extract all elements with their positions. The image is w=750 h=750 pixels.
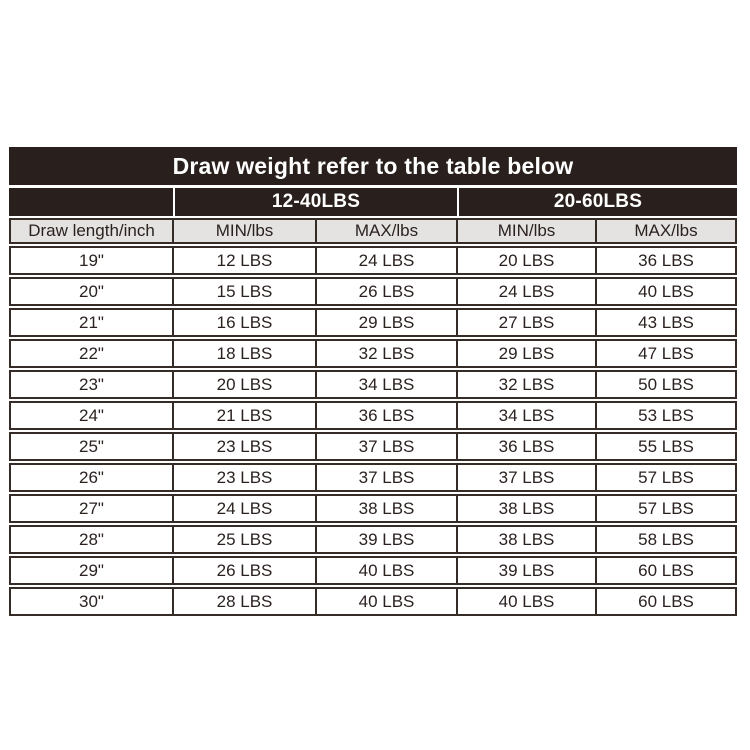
max-12-40-cell: 39 LBS [317, 525, 458, 554]
min-12-40-cell: 15 LBS [174, 277, 317, 306]
min-12-40-cell: 25 LBS [174, 525, 317, 554]
max-12-40-cell: 40 LBS [317, 556, 458, 585]
group-header-spacer [9, 188, 173, 216]
min-20-60-cell: 32 LBS [458, 370, 597, 399]
draw-length-cell: 22" [9, 339, 174, 368]
max-20-60-cell: 57 LBS [597, 463, 737, 492]
table-row: 22" 18 LBS 32 LBS 29 LBS 47 LBS [9, 339, 737, 368]
min-20-60-cell: 29 LBS [458, 339, 597, 368]
table-row: 19" 12 LBS 24 LBS 20 LBS 36 LBS [9, 246, 737, 275]
max-20-60-cell: 36 LBS [597, 246, 737, 275]
draw-length-cell: 26" [9, 463, 174, 492]
table-row: 30" 28 LBS 40 LBS 40 LBS 60 LBS [9, 587, 737, 616]
table-title: Draw weight refer to the table below [9, 147, 737, 185]
min-12-40-cell: 24 LBS [174, 494, 317, 523]
min-20-60-cell: 39 LBS [458, 556, 597, 585]
group-header-20-60lbs: 20-60LBS [459, 188, 737, 216]
min-12-40-cell: 23 LBS [174, 432, 317, 461]
group-header-12-40lbs: 12-40LBS [175, 188, 457, 216]
min-12-40-cell: 23 LBS [174, 463, 317, 492]
max-20-60-cell: 58 LBS [597, 525, 737, 554]
min-20-60-cell: 38 LBS [458, 525, 597, 554]
table-row: 26" 23 LBS 37 LBS 37 LBS 57 LBS [9, 463, 737, 492]
max-12-40-cell: 24 LBS [317, 246, 458, 275]
table-row: 27" 24 LBS 38 LBS 38 LBS 57 LBS [9, 494, 737, 523]
spec-table: Draw length/inch MIN/lbs MAX/lbs MIN/lbs MAX… [9, 216, 737, 618]
table-row: 25" 23 LBS 37 LBS 36 LBS 55 LBS [9, 432, 737, 461]
table-row: 28" 25 LBS 39 LBS 38 LBS 58 LBS [9, 525, 737, 554]
max-20-60-header: MAX/lbs [597, 218, 737, 244]
min-12-40-cell: 28 LBS [174, 587, 317, 616]
max-20-60-cell: 47 LBS [597, 339, 737, 368]
max-12-40-cell: 38 LBS [317, 494, 458, 523]
min-20-60-cell: 27 LBS [458, 308, 597, 337]
table-row: 29" 26 LBS 40 LBS 39 LBS 60 LBS [9, 556, 737, 585]
max-12-40-header: MAX/lbs [317, 218, 458, 244]
min-20-60-cell: 20 LBS [458, 246, 597, 275]
max-20-60-cell: 60 LBS [597, 556, 737, 585]
min-20-60-cell: 37 LBS [458, 463, 597, 492]
min-20-60-header: MIN/lbs [458, 218, 597, 244]
min-12-40-cell: 20 LBS [174, 370, 317, 399]
max-12-40-cell: 37 LBS [317, 432, 458, 461]
draw-length-cell: 29" [9, 556, 174, 585]
draw-length-cell: 20" [9, 277, 174, 306]
max-20-60-cell: 50 LBS [597, 370, 737, 399]
max-12-40-cell: 29 LBS [317, 308, 458, 337]
draw-length-cell: 21" [9, 308, 174, 337]
draw-length-cell: 28" [9, 525, 174, 554]
min-12-40-cell: 12 LBS [174, 246, 317, 275]
table-row: 24" 21 LBS 36 LBS 34 LBS 53 LBS [9, 401, 737, 430]
max-12-40-cell: 36 LBS [317, 401, 458, 430]
draw-length-cell: 30" [9, 587, 174, 616]
min-20-60-cell: 38 LBS [458, 494, 597, 523]
table-row: 20" 15 LBS 26 LBS 24 LBS 40 LBS [9, 277, 737, 306]
draw-length-header: Draw length/inch [9, 218, 174, 244]
table-row: 21" 16 LBS 29 LBS 27 LBS 43 LBS [9, 308, 737, 337]
draw-length-cell: 27" [9, 494, 174, 523]
min-12-40-cell: 16 LBS [174, 308, 317, 337]
min-12-40-cell: 26 LBS [174, 556, 317, 585]
max-20-60-cell: 53 LBS [597, 401, 737, 430]
table-body: 19" 12 LBS 24 LBS 20 LBS 36 LBS 20" 15 LBS 26 L… [9, 246, 737, 616]
draw-length-cell: 24" [9, 401, 174, 430]
max-20-60-cell: 57 LBS [597, 494, 737, 523]
group-header-row: 12-40LBS 20-60LBS [9, 188, 737, 216]
max-20-60-cell: 55 LBS [597, 432, 737, 461]
draw-length-cell: 25" [9, 432, 174, 461]
min-12-40-header: MIN/lbs [174, 218, 317, 244]
min-20-60-cell: 24 LBS [458, 277, 597, 306]
max-20-60-cell: 40 LBS [597, 277, 737, 306]
max-12-40-cell: 37 LBS [317, 463, 458, 492]
max-12-40-cell: 26 LBS [317, 277, 458, 306]
min-20-60-cell: 36 LBS [458, 432, 597, 461]
max-20-60-cell: 43 LBS [597, 308, 737, 337]
min-20-60-cell: 40 LBS [458, 587, 597, 616]
draw-length-cell: 23" [9, 370, 174, 399]
max-12-40-cell: 40 LBS [317, 587, 458, 616]
draw-weight-table: Draw weight refer to the table below 12-… [9, 147, 737, 618]
draw-length-cell: 19" [9, 246, 174, 275]
max-12-40-cell: 34 LBS [317, 370, 458, 399]
max-20-60-cell: 60 LBS [597, 587, 737, 616]
max-12-40-cell: 32 LBS [317, 339, 458, 368]
min-12-40-cell: 21 LBS [174, 401, 317, 430]
min-20-60-cell: 34 LBS [458, 401, 597, 430]
min-12-40-cell: 18 LBS [174, 339, 317, 368]
column-header-row: Draw length/inch MIN/lbs MAX/lbs MIN/lbs MAX… [9, 218, 737, 244]
table-row: 23" 20 LBS 34 LBS 32 LBS 50 LBS [9, 370, 737, 399]
